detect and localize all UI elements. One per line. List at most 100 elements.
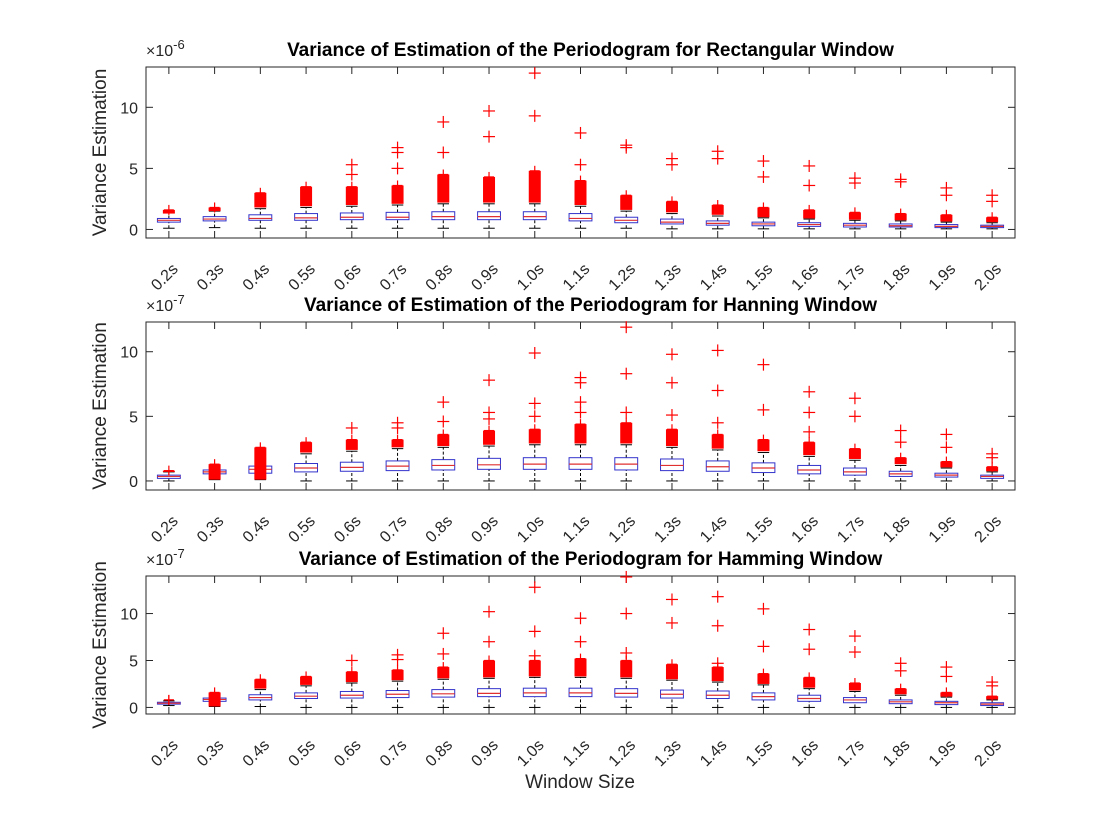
outlier	[894, 175, 907, 188]
box-0.7s	[385, 648, 410, 708]
outlier	[620, 367, 633, 380]
box-1.7s	[842, 392, 867, 482]
outlier	[987, 212, 998, 223]
x-axis-label: Window Size	[525, 772, 635, 793]
box-1.5s	[751, 602, 776, 708]
subplot-1: Variance of Estimation of the Periodogra…	[90, 37, 1016, 294]
outlier	[803, 623, 816, 636]
box-0.2s	[156, 465, 181, 482]
outlier	[711, 416, 724, 429]
outlier	[941, 456, 952, 467]
outlier-cluster	[254, 192, 267, 208]
outlier	[940, 670, 953, 683]
box-0.2s	[156, 204, 181, 229]
box-1.5s	[751, 155, 776, 230]
y-axis-label: Variance Estimation	[90, 69, 111, 237]
outlier	[529, 165, 540, 176]
outlier	[528, 67, 541, 80]
box-iqr	[568, 457, 593, 470]
outlier	[345, 421, 358, 434]
outlier	[757, 358, 770, 371]
outlier	[711, 152, 724, 165]
box-1.2s	[614, 570, 639, 708]
outlier	[391, 653, 404, 666]
box-1.9s	[934, 661, 959, 708]
outlier	[665, 376, 678, 389]
outlier	[437, 115, 450, 128]
box-0.5s	[294, 181, 319, 229]
outlier-cluster	[803, 442, 816, 456]
outlier	[574, 635, 587, 648]
box-0.9s	[477, 104, 501, 229]
box-iqr	[660, 218, 684, 225]
outlier	[483, 374, 496, 387]
box-0.5s	[294, 437, 319, 482]
outlier	[665, 348, 678, 361]
box-1.8s	[888, 424, 913, 482]
outlier	[620, 406, 633, 419]
outlier-cluster	[483, 660, 496, 678]
outlier	[757, 602, 770, 615]
outlier-cluster	[254, 447, 267, 480]
outlier	[163, 694, 174, 705]
box-1.6s	[797, 385, 822, 482]
box-iqr	[385, 211, 410, 221]
outlier-cluster	[665, 429, 678, 447]
box-0.3s	[202, 459, 227, 481]
outlier	[620, 607, 633, 620]
outlier-cluster	[757, 439, 770, 452]
box-1.4s	[705, 590, 730, 708]
box-0.8s	[431, 396, 456, 482]
y-tick-label: 5	[129, 409, 138, 426]
box-0.3s	[202, 687, 227, 707]
box-1.3s	[660, 593, 684, 708]
outlier	[848, 410, 861, 423]
outlier	[666, 659, 677, 670]
outlier	[484, 655, 495, 666]
outlier	[574, 158, 587, 171]
outlier	[894, 664, 907, 677]
outlier	[255, 674, 266, 685]
outlier	[575, 175, 586, 186]
outlier-cluster	[620, 660, 633, 678]
outlier	[804, 672, 815, 683]
outlier-cluster	[711, 434, 724, 449]
box-0.7s	[385, 416, 410, 482]
outlier	[301, 671, 312, 682]
outlier	[484, 425, 495, 436]
box-1.6s	[797, 159, 822, 230]
y-exponent-power: -7	[173, 546, 185, 561]
y-axis-label: Variance Estimation	[90, 322, 111, 490]
box-1.7s	[842, 172, 867, 230]
outlier	[437, 146, 450, 159]
box-1.3s	[660, 348, 684, 482]
outlier	[528, 410, 541, 423]
y-tick-label: 10	[120, 607, 138, 624]
outlier	[803, 159, 816, 172]
outlier	[528, 347, 541, 360]
box-1.4s	[705, 344, 730, 482]
outlier	[711, 657, 724, 670]
box-0.2s	[156, 694, 181, 707]
outlier	[209, 202, 220, 213]
outlier	[621, 190, 632, 201]
outlier	[574, 126, 587, 139]
outlier	[484, 171, 495, 182]
outlier	[940, 428, 953, 441]
box-iqr	[522, 457, 547, 470]
outlier	[529, 424, 540, 435]
outlier	[346, 434, 357, 445]
outlier	[392, 180, 403, 191]
outlier-cluster	[391, 185, 404, 204]
outlier	[345, 654, 358, 667]
chart-title: Variance of Estimation of the Periodogra…	[287, 40, 894, 61]
outlier	[666, 196, 677, 207]
outlier	[665, 616, 678, 629]
outlier	[437, 647, 450, 660]
box-1.1s	[568, 371, 593, 482]
outlier	[894, 436, 907, 449]
box-1.4s	[705, 145, 730, 230]
outlier-cluster	[848, 448, 861, 459]
outlier	[255, 442, 266, 453]
outlier	[528, 649, 541, 662]
